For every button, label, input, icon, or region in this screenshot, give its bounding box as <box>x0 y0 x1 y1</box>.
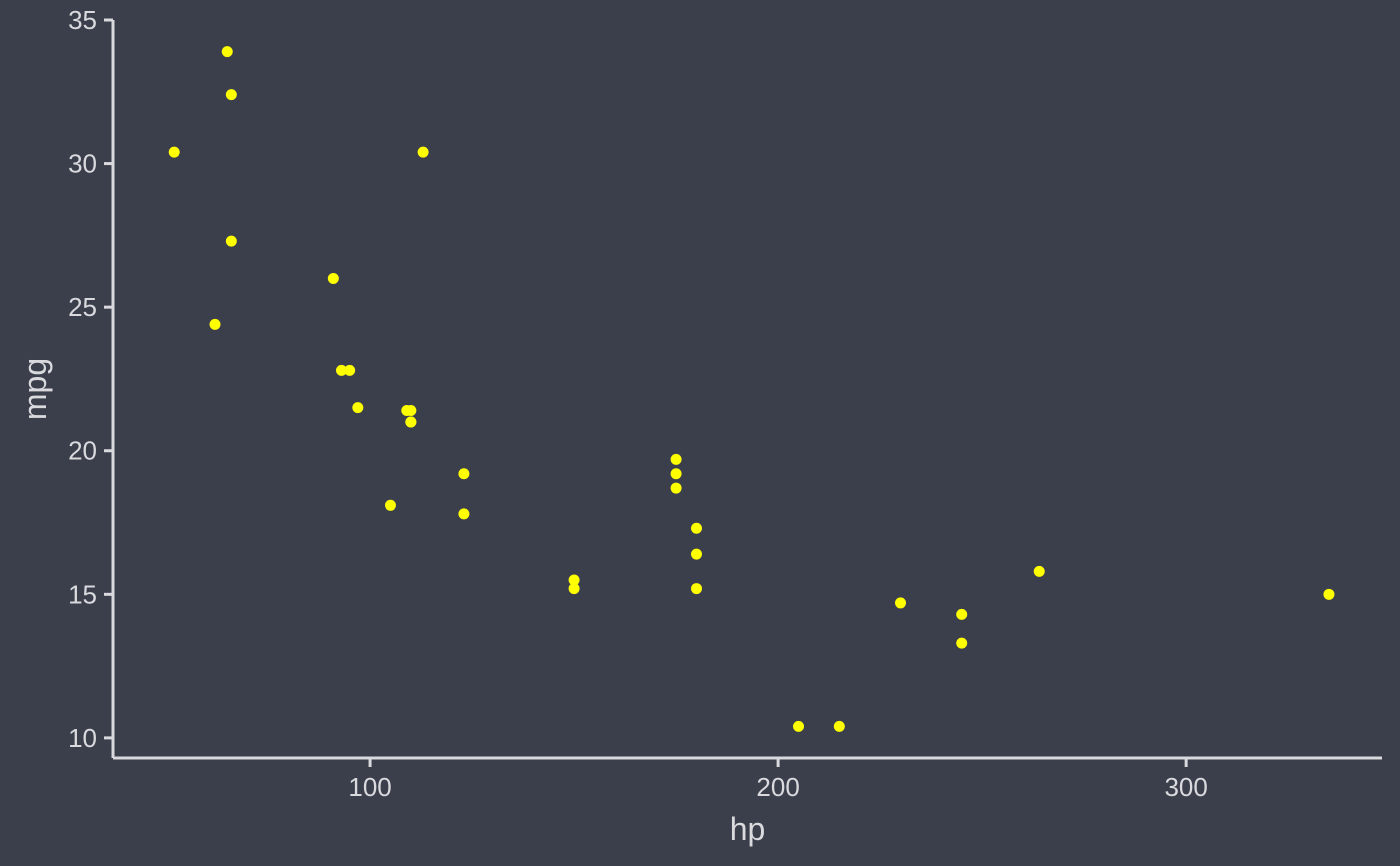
y-tick-label: 30 <box>68 149 97 179</box>
x-axis-title: hp <box>730 811 766 847</box>
data-point <box>221 46 233 58</box>
data-point <box>209 318 221 330</box>
data-point <box>670 468 682 480</box>
data-point <box>417 146 429 158</box>
data-point <box>344 364 356 376</box>
x-tick-label: 200 <box>756 772 799 802</box>
data-point <box>168 146 180 158</box>
data-point <box>670 453 682 465</box>
axes-layer: 10 15 20 25 30 35 100 200 300 <box>68 5 1382 802</box>
data-point <box>895 597 907 609</box>
data-point <box>352 402 364 414</box>
data-point <box>690 583 702 595</box>
data-point <box>833 720 845 732</box>
data-point <box>225 235 237 247</box>
data-point <box>956 637 968 649</box>
data-point <box>327 272 339 284</box>
y-tick-label: 20 <box>68 436 97 466</box>
data-point <box>690 548 702 560</box>
x-axis-ticks: 100 200 300 <box>348 758 1208 802</box>
y-axis-title: mpg <box>17 358 53 420</box>
data-point <box>1323 588 1335 600</box>
y-tick-label: 25 <box>68 292 97 322</box>
data-point <box>568 574 580 586</box>
data-point <box>670 482 682 494</box>
points-layer <box>168 46 1335 732</box>
y-axis-ticks: 10 15 20 25 30 35 <box>68 5 113 753</box>
data-point <box>405 416 417 428</box>
y-tick-label: 35 <box>68 5 97 35</box>
data-point <box>336 364 348 376</box>
data-point <box>793 720 805 732</box>
data-point <box>458 508 470 520</box>
data-point <box>384 499 396 511</box>
data-point <box>690 522 702 534</box>
y-tick-label: 10 <box>68 723 97 753</box>
data-point <box>458 468 470 480</box>
data-point <box>568 583 580 595</box>
data-point <box>956 608 968 620</box>
x-tick-label: 300 <box>1164 772 1207 802</box>
x-tick-label: 100 <box>348 772 391 802</box>
data-point <box>1033 565 1045 577</box>
data-point <box>225 89 237 101</box>
y-tick-label: 15 <box>68 579 97 609</box>
data-point <box>401 405 413 417</box>
